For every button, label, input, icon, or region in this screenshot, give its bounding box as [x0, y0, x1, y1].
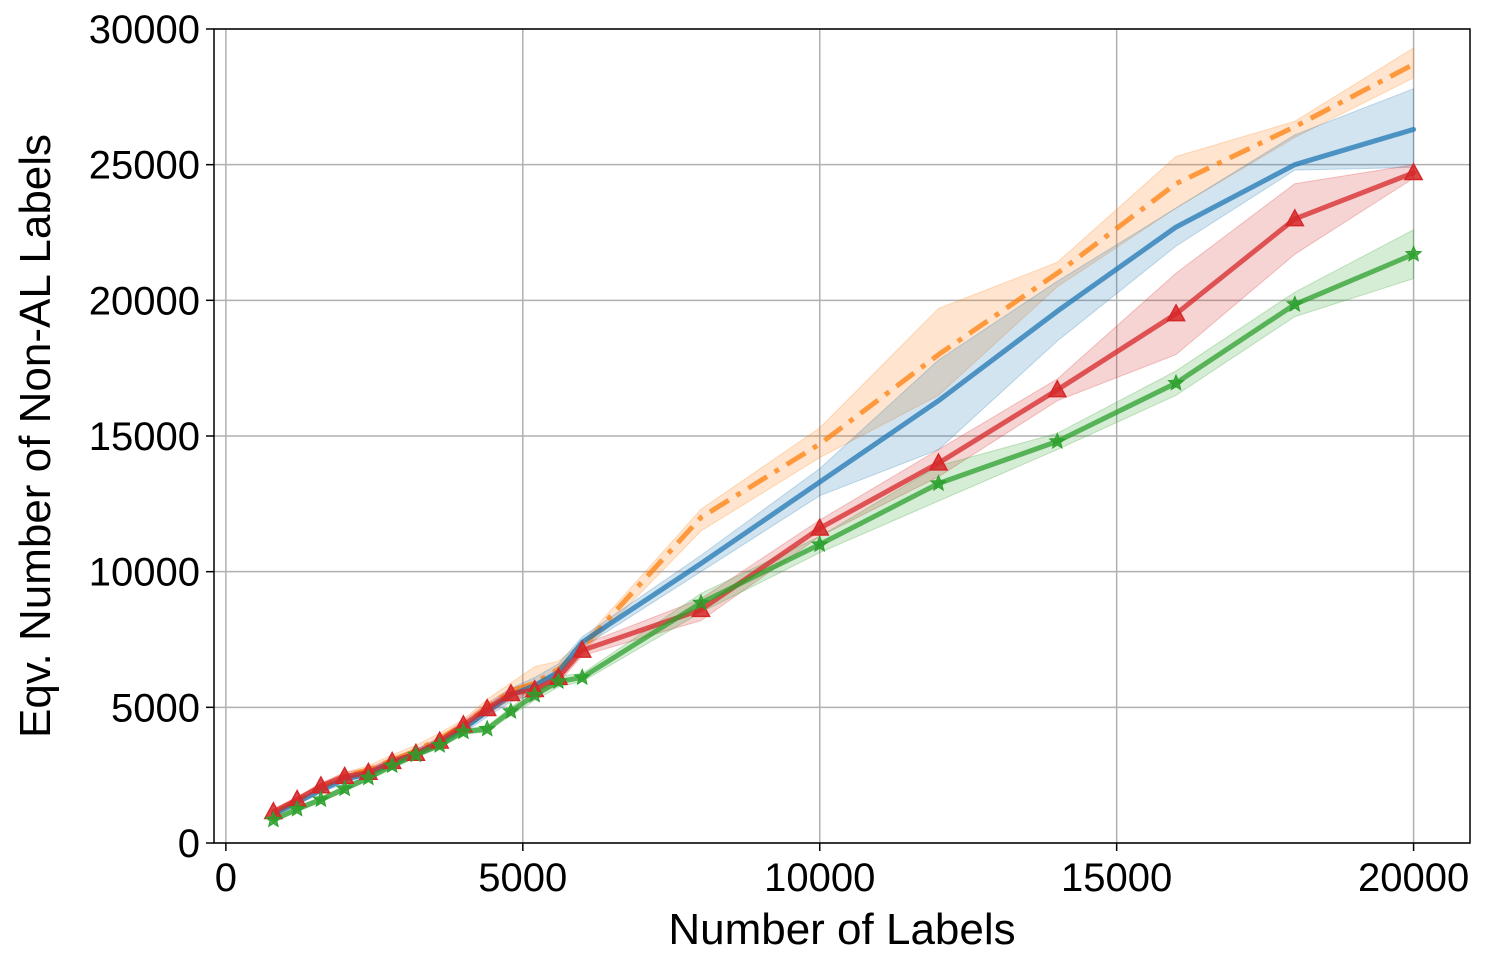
series-markers: [263, 162, 1424, 828]
y-tick-label-4: 20000: [89, 279, 200, 323]
x-tick-label-1: 5000: [478, 856, 567, 900]
series-2-point-13: [572, 639, 592, 658]
series-2-point-19: [1284, 208, 1305, 227]
series-3-point-1: [288, 799, 306, 817]
series-3-point-0: [264, 810, 283, 828]
series-3-point-2: [312, 790, 330, 808]
series-3-point-5: [383, 756, 402, 774]
series-2-point-18: [1166, 303, 1186, 322]
series-0-band: [272, 47, 1415, 817]
axis-ticks: 0 5000 10000 15000 20000 0 5000 10000 15000 20000…: [89, 8, 1469, 900]
series-3-point-15: [810, 535, 829, 553]
series-3-point-8: [454, 722, 473, 740]
series-0-line: [272, 62, 1415, 816]
series-3-point-9: [478, 719, 497, 737]
series-3-point-13: [573, 668, 592, 686]
series-3-point-3: [335, 779, 354, 797]
y-tick-label-3: 15000: [89, 415, 200, 459]
series-2-point-15: [809, 517, 830, 536]
series-2-point-20: [1403, 162, 1424, 181]
x-tick-label-2: 10000: [764, 856, 875, 900]
series-3-point-4: [359, 768, 378, 786]
series-3-point-16: [929, 474, 948, 492]
series-3-point-10: [502, 702, 520, 719]
series-3-point-7: [430, 736, 449, 753]
series-3-point-19: [1285, 295, 1304, 312]
y-tick-label-5: 25000: [89, 144, 200, 188]
series-2-point-9: [477, 698, 497, 717]
series-3-point-17: [1048, 432, 1067, 449]
series-3-point-20: [1404, 244, 1423, 262]
series-3-point-18: [1167, 373, 1185, 391]
series-3-point-12: [549, 672, 568, 690]
series-2-point-10: [501, 683, 521, 702]
y-tick-label-6: 30000: [89, 8, 200, 52]
y-tick-label-2: 10000: [89, 551, 200, 595]
y-tick-label-1: 5000: [111, 686, 200, 730]
x-tick-label-0: 0: [215, 856, 237, 900]
x-axis-label: Number of Labels: [668, 905, 1015, 954]
series-3-point-6: [407, 745, 425, 763]
series-3-point-11: [525, 685, 544, 703]
x-tick-label-4: 20000: [1358, 856, 1469, 900]
y-axis-label: Eqv. Number of Non-AL Labels: [11, 134, 60, 738]
series-2-point-16: [928, 452, 949, 471]
x-tick-label-3: 15000: [1061, 856, 1172, 900]
series-3-point-14: [692, 593, 710, 611]
series-2-point-17: [1047, 379, 1068, 398]
y-tick-label-0: 0: [178, 822, 200, 866]
